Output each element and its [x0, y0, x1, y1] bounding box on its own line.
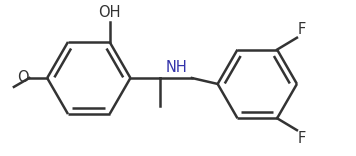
Text: NH: NH [165, 60, 187, 75]
Text: F: F [298, 22, 306, 37]
Text: OH: OH [98, 5, 121, 20]
Text: F: F [298, 131, 306, 146]
Text: O: O [17, 71, 28, 85]
